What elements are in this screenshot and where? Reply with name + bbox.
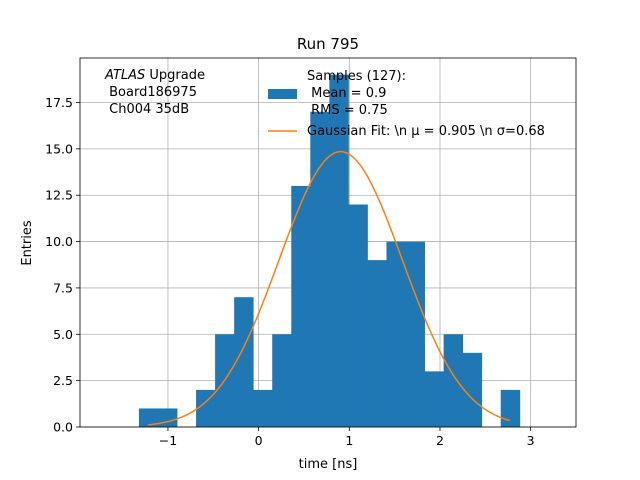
y-tick-label-5: 12.5	[45, 188, 73, 203]
histogram-bar-19	[500, 389, 521, 427]
y-tick-label-4: 10.0	[45, 234, 73, 249]
histogram-bar-14	[405, 241, 425, 427]
histogram-bar-5	[234, 297, 254, 427]
legend-samples-swatch	[268, 89, 297, 99]
x-tick-label-2: 1	[345, 433, 353, 448]
legend-fit-label: Gaussian Fit: \n μ = 0.905 \n σ=0.68	[307, 124, 545, 139]
atlas-label: ATLAS Upgrade	[104, 68, 205, 83]
histogram-bar-9	[310, 111, 330, 428]
histogram-bar-3	[196, 389, 216, 427]
histogram-bar-16	[443, 334, 464, 427]
histogram-bars	[138, 74, 521, 428]
chart-title: Run 795	[297, 35, 359, 53]
histogram-bar-6	[253, 389, 273, 427]
x-tick-label-3: 2	[436, 433, 444, 448]
x-axis-ticks: −1 0 1 2 3	[159, 427, 535, 448]
legend-samples-title: Samples (127):	[307, 69, 406, 84]
y-tick-label-1: 2.5	[53, 373, 73, 388]
x-tick-label-4: 3	[527, 433, 535, 448]
atlas-annotation: ATLAS Upgrade Board186975 Ch004 35dB	[104, 68, 205, 117]
histogram-bar-7	[272, 334, 292, 427]
y-tick-label-7: 17.5	[45, 95, 73, 110]
histogram-bar-12	[367, 260, 387, 427]
histogram-bar-8	[291, 185, 311, 427]
board-label: Board186975	[105, 85, 197, 100]
x-axis-label: time [ns]	[299, 457, 358, 472]
histogram-bar-15	[424, 371, 445, 427]
y-tick-label-2: 5.0	[53, 327, 73, 342]
gaussian-fit-line	[147, 150, 511, 426]
histogram-bar-13	[386, 241, 406, 427]
channel-label: Ch004 35dB	[105, 102, 189, 117]
x-tick-label-0: −1	[159, 433, 177, 448]
legend: Samples (127): Mean = 0.9 RMS = 0.75 Gau…	[268, 69, 545, 139]
atlas-italic: ATLAS	[104, 68, 145, 83]
y-tick-label-3: 7.5	[53, 280, 73, 295]
histogram-bar-17	[462, 352, 483, 427]
legend-samples-rms: RMS = 0.75	[307, 103, 388, 118]
y-tick-label-0: 0.0	[53, 420, 73, 435]
histogram-bar-10	[329, 74, 349, 427]
histogram-bar-0	[138, 408, 159, 427]
atlas-upgrade: Upgrade	[145, 68, 205, 83]
x-tick-label-1: 0	[255, 433, 263, 448]
y-tick-label-6: 15.0	[45, 141, 73, 156]
histogram-bar-11	[348, 204, 368, 427]
histogram-bar-1	[157, 408, 178, 427]
y-axis-ticks: 0.0 2.5 5.0 7.5 10.0 12.5 15.0 17.5	[45, 95, 80, 435]
y-axis-label: Entries	[20, 220, 35, 266]
plot-frame	[79, 57, 577, 428]
legend-samples-mean: Mean = 0.9	[307, 86, 386, 101]
